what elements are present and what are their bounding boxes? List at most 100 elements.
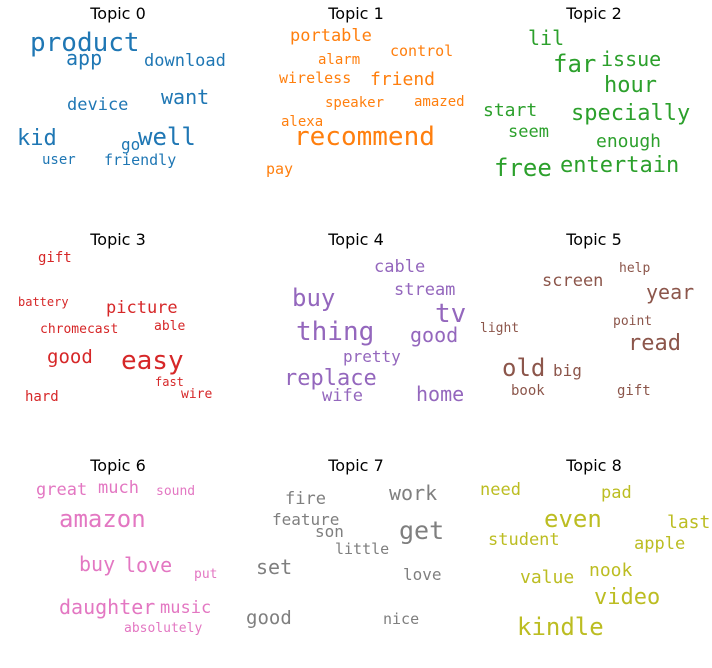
word-amazon: amazon bbox=[59, 505, 146, 533]
word-put: put bbox=[194, 567, 218, 582]
topic-title: Topic 7 bbox=[328, 456, 384, 475]
word-good: good bbox=[410, 323, 459, 347]
word-gift: gift bbox=[617, 383, 651, 399]
word-son: son bbox=[315, 522, 344, 541]
word-set: set bbox=[256, 555, 293, 579]
word-old: old bbox=[502, 354, 546, 382]
topic-title: Topic 8 bbox=[566, 456, 622, 475]
word-little: little bbox=[335, 540, 390, 558]
word-feature: feature bbox=[272, 510, 340, 529]
word-wireless: wireless bbox=[279, 69, 352, 87]
word-app: app bbox=[66, 46, 103, 70]
topic-title: Topic 1 bbox=[328, 4, 384, 23]
word-music: music bbox=[160, 598, 212, 618]
word-even: even bbox=[544, 505, 602, 533]
word-download: download bbox=[144, 51, 226, 71]
word-value: value bbox=[520, 567, 575, 588]
word-kindle: kindle bbox=[517, 613, 604, 641]
word-good: good bbox=[246, 607, 292, 629]
word-start: start bbox=[483, 100, 538, 121]
word-chromecast: chromecast bbox=[40, 322, 119, 337]
word-alexa: alexa bbox=[281, 114, 324, 130]
word-buy: buy bbox=[79, 552, 116, 576]
word-amazed: amazed bbox=[414, 94, 465, 110]
word-far: far bbox=[553, 50, 597, 78]
word-entertain: entertain bbox=[560, 153, 680, 178]
word-hour: hour bbox=[604, 73, 657, 98]
topic-panel-5: Topic 5 help screen year point light read old bi… bbox=[476, 226, 712, 442]
word-picture: picture bbox=[106, 298, 178, 318]
word-buy: buy bbox=[292, 284, 336, 312]
word-thing: thing bbox=[296, 317, 375, 347]
word-specially: specially bbox=[571, 101, 691, 126]
word-tv: tv bbox=[435, 299, 467, 329]
word-friend: friend bbox=[370, 69, 436, 90]
word-good: good bbox=[47, 346, 93, 368]
word-replace: replace bbox=[284, 366, 377, 391]
word-get: get bbox=[399, 516, 445, 545]
topic-panel-6: Topic 6 great much sound amazon buy love put dau… bbox=[0, 452, 236, 668]
word-seem: seem bbox=[508, 122, 549, 142]
word-speaker: speaker bbox=[325, 95, 385, 111]
word-pad: pad bbox=[601, 483, 632, 503]
topic-wordcloud-figure: Topic 0 product app download want device well k… bbox=[0, 0, 712, 639]
word-issue: issue bbox=[601, 47, 662, 71]
word-fast: fast bbox=[155, 375, 184, 389]
word-point: point bbox=[613, 314, 653, 329]
word-sound: sound bbox=[156, 484, 196, 499]
topic-panel-8: Topic 8 need pad even last student apple nook va… bbox=[476, 452, 712, 668]
word-love: love bbox=[403, 565, 442, 584]
topic-panel-3: Topic 3 gift battery picture chromecast able g… bbox=[0, 226, 236, 442]
word-need: need bbox=[480, 480, 521, 500]
word-want: want bbox=[161, 85, 210, 109]
word-kid: kid bbox=[17, 126, 57, 151]
word-last: last bbox=[667, 512, 711, 533]
word-control: control bbox=[390, 42, 454, 60]
word-well: well bbox=[138, 123, 196, 151]
topic-panel-0: Topic 0 product app download want device well k… bbox=[0, 0, 236, 216]
word-video: video bbox=[594, 585, 661, 610]
word-great: great bbox=[36, 480, 88, 500]
word-light: light bbox=[480, 321, 520, 336]
word-free: free bbox=[494, 154, 552, 182]
word-screen: screen bbox=[542, 271, 604, 291]
word-student: student bbox=[488, 530, 560, 550]
topic-title: Topic 4 bbox=[328, 230, 384, 249]
word-nook: nook bbox=[589, 560, 633, 581]
word-go: go bbox=[121, 135, 141, 154]
topic-title: Topic 0 bbox=[90, 4, 146, 23]
word-year: year bbox=[646, 280, 695, 304]
word-product: product bbox=[30, 28, 140, 58]
word-nice: nice bbox=[383, 610, 420, 628]
word-portable: portable bbox=[290, 26, 372, 46]
topic-panel-1: Topic 1 portable control alarm friend wireles… bbox=[238, 0, 474, 216]
topic-panel-4: Topic 4 cable buy stream tv thing good pretty re… bbox=[238, 226, 474, 442]
word-love: love bbox=[124, 553, 173, 577]
word-able: able bbox=[154, 319, 186, 334]
topic-title: Topic 6 bbox=[90, 456, 146, 475]
word-big: big bbox=[553, 361, 582, 380]
topic-panel-7: Topic 7 fire work feature son get little set lov… bbox=[238, 452, 474, 668]
word-wire: wire bbox=[181, 387, 213, 402]
word-daughter: daughter bbox=[59, 595, 156, 619]
word-book: book bbox=[511, 383, 545, 399]
word-much: much bbox=[98, 478, 139, 498]
word-work: work bbox=[389, 481, 438, 505]
word-home: home bbox=[416, 382, 465, 406]
word-battery: battery bbox=[18, 295, 69, 309]
word-cable: cable bbox=[374, 257, 426, 277]
topic-panel-2: Topic 2 lil far issue hour start specially seem… bbox=[476, 0, 712, 216]
word-alarm: alarm bbox=[318, 52, 361, 68]
word-wife: wife bbox=[322, 386, 363, 406]
word-enough: enough bbox=[596, 131, 662, 152]
word-read: read bbox=[628, 331, 681, 356]
topic-title: Topic 2 bbox=[566, 4, 622, 23]
word-absolutely: absolutely bbox=[124, 621, 203, 636]
word-stream: stream bbox=[394, 280, 456, 300]
word-friendly: friendly bbox=[104, 151, 177, 169]
word-pay: pay bbox=[266, 160, 294, 178]
word-hard: hard bbox=[25, 389, 59, 405]
topic-title: Topic 3 bbox=[90, 230, 146, 249]
word-pretty: pretty bbox=[343, 347, 401, 366]
word-user: user bbox=[42, 152, 76, 168]
